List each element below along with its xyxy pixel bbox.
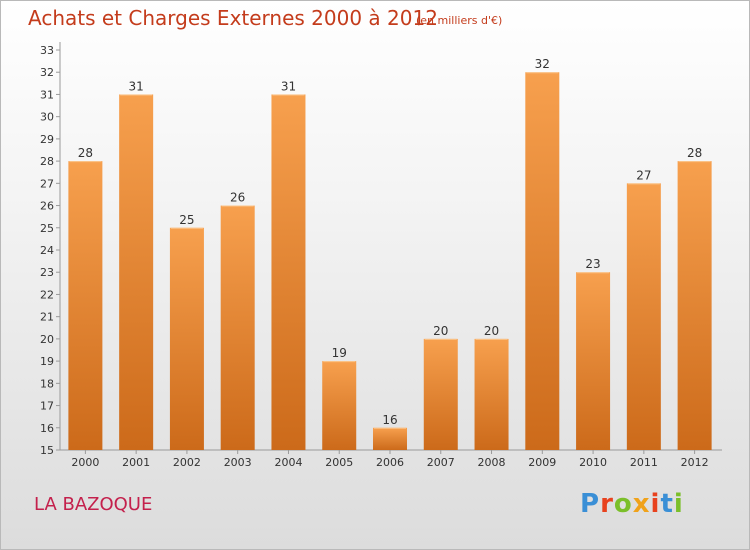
bar-value-label: 27 bbox=[636, 168, 651, 182]
y-tick-label: 15 bbox=[40, 444, 54, 457]
bar bbox=[271, 94, 306, 450]
chart-bars: 28 31 25 26 31 19 16 20 20 32 23 27 28 bbox=[68, 57, 712, 451]
bar-value-label: 31 bbox=[129, 79, 144, 93]
y-tick-label: 17 bbox=[40, 400, 54, 413]
bar bbox=[626, 183, 661, 451]
x-tick-label: 2008 bbox=[478, 456, 506, 469]
y-tick-label: 20 bbox=[40, 333, 54, 346]
bar bbox=[322, 361, 357, 450]
bar-value-label: 28 bbox=[687, 146, 702, 160]
y-tick-label: 27 bbox=[40, 177, 54, 190]
x-tick-label: 2007 bbox=[427, 456, 455, 469]
bar bbox=[119, 94, 154, 450]
y-tick-label: 30 bbox=[40, 111, 54, 124]
y-tick-label: 24 bbox=[40, 244, 54, 257]
x-tick-label: 2003 bbox=[224, 456, 252, 469]
bar-value-label: 23 bbox=[585, 257, 600, 271]
x-tick-label: 2005 bbox=[325, 456, 353, 469]
x-tick-label: 2001 bbox=[122, 456, 150, 469]
x-tick-label: 2006 bbox=[376, 456, 404, 469]
chart-title: Achats et Charges Externes 2000 à 2012 bbox=[28, 6, 438, 30]
bar-value-label: 31 bbox=[281, 79, 296, 93]
bar-value-label: 19 bbox=[332, 346, 347, 360]
x-tick-label: 2004 bbox=[274, 456, 302, 469]
logo-letter: i bbox=[673, 489, 684, 519]
logo-letter: P bbox=[580, 489, 601, 519]
bar bbox=[373, 427, 407, 450]
bar-value-label: 28 bbox=[78, 146, 93, 160]
bar bbox=[220, 205, 255, 450]
y-tick-label: 29 bbox=[40, 133, 54, 146]
logo-letter: x bbox=[632, 489, 651, 519]
y-tick-label: 28 bbox=[40, 155, 54, 168]
bar-value-label: 25 bbox=[179, 213, 194, 227]
bar bbox=[68, 161, 103, 450]
bar bbox=[525, 72, 560, 450]
bar-value-label: 20 bbox=[484, 324, 499, 338]
proxiti-logo[interactable]: Proxiti bbox=[580, 489, 684, 519]
unit-label: (en milliers d'€) bbox=[416, 14, 503, 27]
y-tick-label: 19 bbox=[40, 355, 54, 368]
y-tick-label: 23 bbox=[40, 266, 54, 279]
y-tick-label: 33 bbox=[40, 44, 54, 57]
x-tick-label: 2012 bbox=[681, 456, 709, 469]
logo-letter: o bbox=[613, 489, 633, 519]
location-name: LA BAZOQUE bbox=[34, 494, 153, 515]
bar-value-label: 20 bbox=[433, 324, 448, 338]
bar bbox=[576, 272, 611, 450]
bar bbox=[169, 227, 204, 450]
bar bbox=[423, 338, 458, 450]
y-tick-label: 25 bbox=[40, 222, 54, 235]
bar-value-label: 26 bbox=[230, 191, 245, 205]
x-tick-label: 2009 bbox=[528, 456, 556, 469]
bar bbox=[474, 338, 509, 450]
logo-letter: t bbox=[660, 489, 674, 519]
y-tick-label: 18 bbox=[40, 377, 54, 390]
x-tick-label: 2010 bbox=[579, 456, 607, 469]
y-tick-label: 21 bbox=[40, 311, 54, 324]
x-tick-label: 2002 bbox=[173, 456, 201, 469]
x-tick-label: 2011 bbox=[630, 456, 658, 469]
bar-value-label: 32 bbox=[535, 57, 550, 71]
logo-letter: r bbox=[600, 489, 614, 519]
y-tick-label: 22 bbox=[40, 288, 54, 301]
logo-letter: i bbox=[650, 489, 661, 519]
y-tick-label: 26 bbox=[40, 200, 54, 213]
bar bbox=[677, 161, 712, 450]
bar-value-label: 16 bbox=[382, 413, 397, 427]
y-tick-label: 31 bbox=[40, 88, 54, 101]
x-tick-label: 2000 bbox=[71, 456, 99, 469]
y-tick-label: 32 bbox=[40, 66, 54, 79]
y-tick-label: 16 bbox=[40, 422, 54, 435]
